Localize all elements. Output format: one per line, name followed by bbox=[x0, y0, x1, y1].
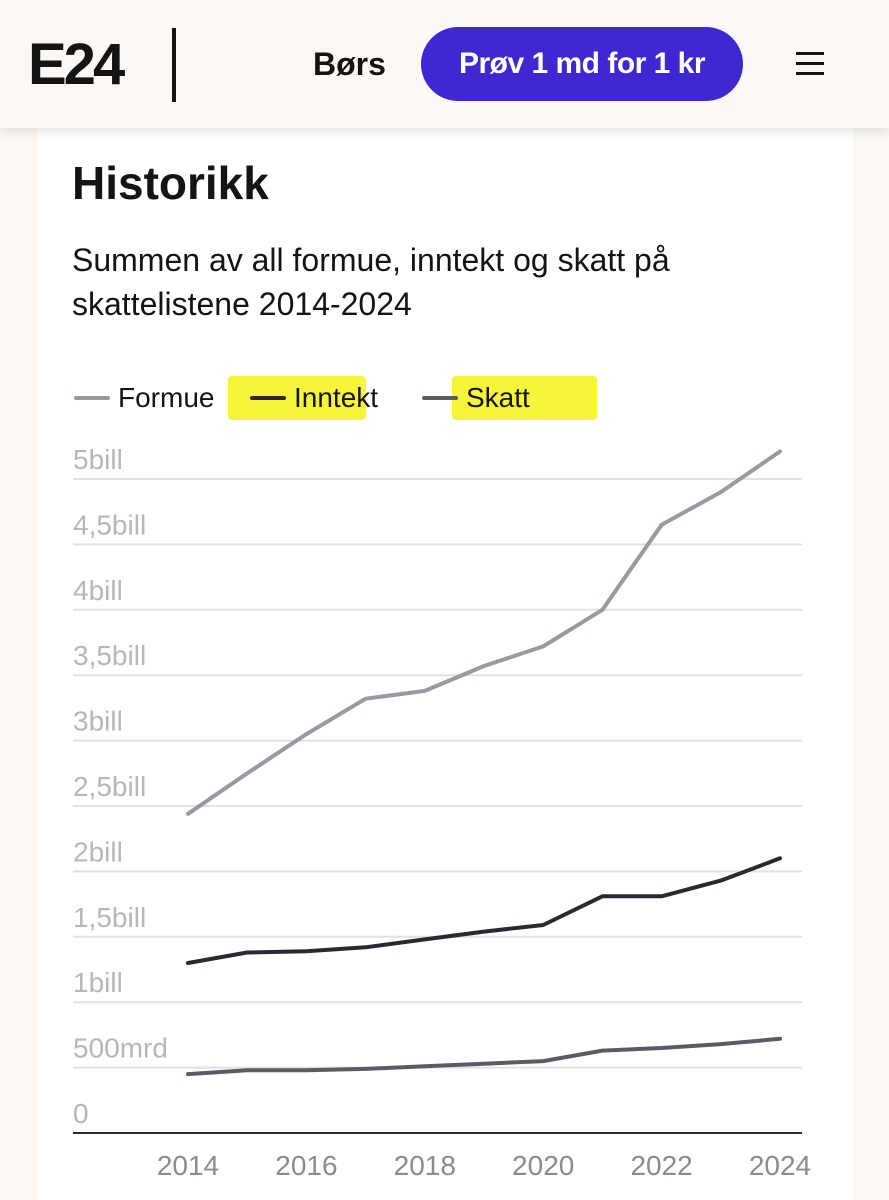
e24-logo[interactable]: E24 bbox=[28, 32, 125, 97]
y-tick-label: 4,5bill bbox=[73, 509, 146, 540]
series-line-inntekt bbox=[186, 856, 782, 965]
y-tick-label: 1,5bill bbox=[73, 902, 146, 933]
legend-item-formue: Formue bbox=[74, 380, 214, 416]
subscribe-trial-button[interactable]: Prøv 1 md for 1 kr bbox=[421, 27, 743, 101]
hamburger-menu-icon[interactable] bbox=[796, 50, 826, 78]
x-tick-label: 2022 bbox=[630, 1150, 692, 1181]
y-tick-label: 3,5bill bbox=[73, 640, 146, 671]
series-line-formue bbox=[186, 449, 782, 816]
x-tick-label: 2018 bbox=[394, 1150, 456, 1181]
chart-card bbox=[37, 128, 853, 1200]
legend-label-formue: Formue bbox=[118, 382, 215, 413]
y-tick-label: 2bill bbox=[73, 836, 123, 867]
section-subtitle: Summen av all formue, inntekt og skatt p… bbox=[72, 242, 670, 322]
logo-divider bbox=[172, 28, 176, 102]
site-header: E24 Børs Prøv 1 md for 1 kr bbox=[0, 0, 889, 128]
y-tick-label: 2,5bill bbox=[73, 771, 146, 802]
series-line-skatt bbox=[186, 1036, 782, 1077]
legend-item-inntekt: Inntekt bbox=[250, 380, 378, 416]
legend-swatch-formue bbox=[74, 395, 110, 400]
x-tick-label: 2024 bbox=[749, 1150, 811, 1181]
y-tick-label: 500mrd bbox=[73, 1033, 168, 1064]
x-tick-label: 2014 bbox=[157, 1150, 219, 1181]
y-tick-label: 4bill bbox=[73, 575, 123, 606]
legend-item-skatt: Skatt bbox=[422, 380, 530, 416]
x-tick-label: 2016 bbox=[275, 1150, 337, 1181]
legend-label-inntekt: Inntekt bbox=[294, 382, 379, 413]
y-tick-label: 5bill bbox=[73, 444, 123, 475]
y-tick-label: 3bill bbox=[73, 706, 123, 737]
legend-swatch-inntekt bbox=[250, 395, 286, 400]
y-tick-label: 1bill bbox=[73, 967, 123, 998]
legend-label-skatt: Skatt bbox=[466, 382, 530, 413]
nav-link-bors[interactable]: Børs bbox=[313, 46, 386, 82]
section-title: Historikk bbox=[72, 157, 269, 209]
legend-highlight-skatt bbox=[452, 376, 597, 420]
y-tick-label: 0 bbox=[73, 1098, 89, 1129]
x-tick-label: 2020 bbox=[512, 1150, 574, 1181]
legend-swatch-skatt bbox=[422, 395, 458, 400]
